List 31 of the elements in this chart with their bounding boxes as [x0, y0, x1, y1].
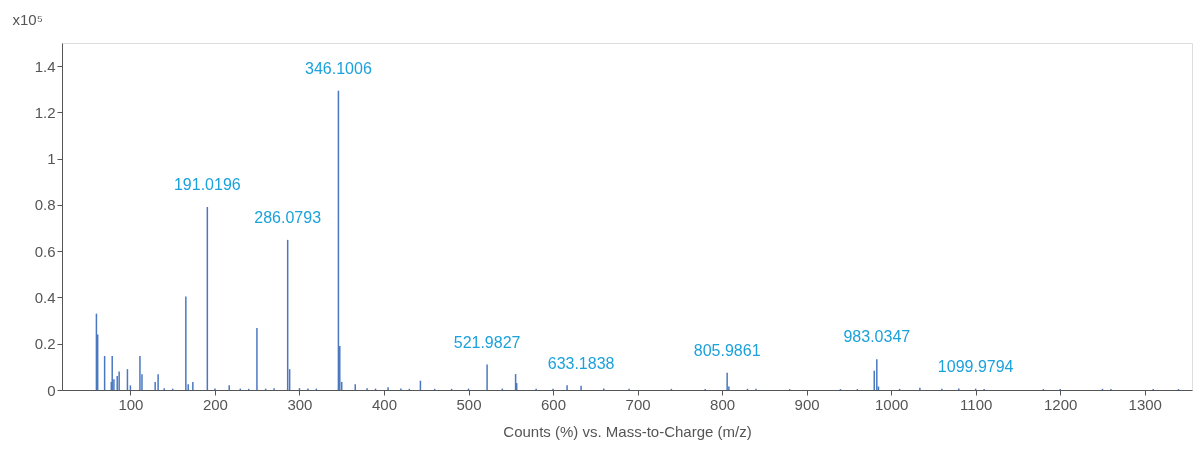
annotation: 633.1838 [547, 354, 615, 372]
x-tick-label: 500 [456, 395, 482, 413]
x-tick-label: 1000 [874, 395, 909, 413]
x-tick-label: 1300 [1128, 395, 1162, 413]
x-tick-label: 100 [118, 395, 144, 413]
y-tick-label: 0.4 [34, 288, 56, 306]
annotation: 286.0793 [254, 208, 322, 226]
y-tick-label: 1.4 [34, 57, 56, 75]
x-tick-label: 400 [371, 395, 397, 413]
x-tick-label: 800 [710, 395, 736, 413]
x-tick-label: 600 [541, 395, 567, 413]
x-tick-label: 1200 [1044, 395, 1078, 413]
x-tick-label: 300 [287, 395, 313, 413]
x-axis-title: Counts (%) vs. Mass-to-Charge (m/z) [503, 422, 752, 440]
annotation: 1099.9794 [937, 357, 1014, 375]
annotation: 346.1006 [305, 59, 372, 77]
y-tick-label: 0.8 [34, 196, 56, 214]
y-tick-label: 0.2 [34, 335, 56, 353]
x-tick-label: 900 [794, 395, 820, 413]
y-tick-label: 0.6 [34, 242, 56, 260]
y-tick-label: 1.2 [34, 103, 56, 121]
x-tick-label: 200 [202, 395, 228, 413]
annotation: 983.0347 [843, 328, 911, 346]
y-tick-label: 0 [47, 381, 56, 399]
x-tick-label: 1100 [960, 395, 993, 413]
x-tick-label: 700 [625, 395, 651, 413]
annotation: 805.9861 [693, 341, 761, 359]
y-tick-label: 1 [47, 150, 56, 168]
annotation: 521.9827 [453, 333, 521, 351]
annotation: 191.0196 [173, 176, 241, 194]
y-axis-title: x10⁵ [12, 10, 43, 28]
